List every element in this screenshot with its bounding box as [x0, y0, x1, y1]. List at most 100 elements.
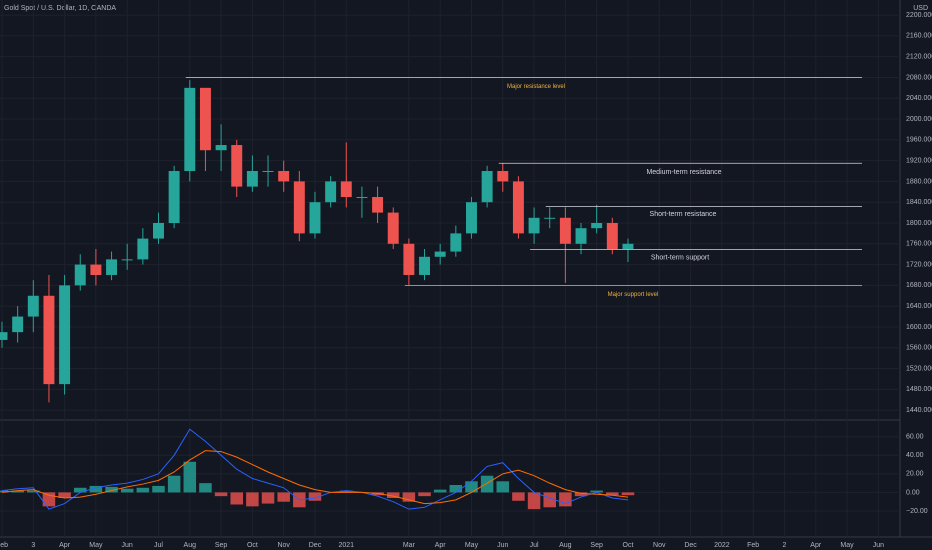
candle-body	[528, 217, 540, 234]
candle-body	[168, 171, 180, 223]
y-tick-label: 2080.000	[906, 74, 932, 81]
candle-body	[575, 228, 587, 244]
y-tick-label: 1960.000	[906, 137, 932, 144]
y-tick-label: 1840.000	[906, 199, 932, 206]
candle-body	[137, 238, 149, 260]
x-tick-label: Aug	[184, 542, 197, 549]
candle-body	[606, 222, 618, 249]
x-tick-label: Jul	[530, 542, 539, 549]
histogram-bar	[136, 487, 150, 493]
histogram-bar	[543, 492, 556, 508]
level-label: Medium-term resistance	[646, 169, 721, 176]
histogram-bar	[246, 492, 259, 507]
y-tick-label: 1480.000	[906, 386, 932, 393]
y-tick-label: 2160.000	[906, 33, 932, 40]
y-tick-label: 2040.000	[906, 95, 932, 102]
y-tick-label: 2200.000	[906, 12, 932, 19]
histogram-bar	[512, 492, 525, 501]
y-tick-label: 1520.000	[906, 365, 932, 372]
level-label: Short-term support	[651, 254, 709, 261]
histogram-bar	[433, 489, 447, 493]
histogram-bar	[277, 492, 290, 502]
x-tick-label: 2	[783, 542, 787, 549]
macd-line	[1, 428, 629, 510]
x-tick-label: Sep	[590, 542, 603, 549]
x-tick-label: May	[840, 542, 854, 549]
y-tick-label: 1640.000	[906, 303, 932, 310]
x-tick-label: Mar	[403, 542, 416, 549]
candle-body	[387, 212, 399, 244]
candle-body	[121, 259, 133, 261]
candle-body	[59, 285, 71, 385]
histogram-bar	[167, 475, 181, 493]
x-tick-label: May	[89, 542, 103, 549]
candle-body	[512, 181, 524, 234]
candle-body	[278, 171, 290, 182]
x-tick-label: May	[465, 542, 479, 549]
x-tick-label: 2022	[714, 542, 730, 549]
candle-body	[372, 197, 384, 213]
histogram-bar	[261, 492, 275, 504]
y-tick-label: 1720.000	[906, 261, 932, 268]
candle-body	[544, 217, 556, 219]
y-tick-label: 1600.000	[906, 324, 932, 331]
x-tick-label: Dec	[309, 542, 322, 549]
y-tick-label: 40.00	[906, 452, 924, 459]
x-tick-label: Nov	[277, 542, 290, 549]
histogram-bar	[152, 485, 165, 493]
x-tick-label: Nov	[653, 542, 666, 549]
y-tick-label: 0.00	[906, 489, 920, 496]
x-tick-label: Apr	[810, 542, 822, 549]
y-tick-label: 20.00	[906, 471, 924, 478]
candle-body	[246, 171, 258, 187]
y-tick-label: 1800.000	[906, 220, 932, 227]
histogram-bar	[27, 490, 40, 493]
x-tick-label: Feb	[747, 542, 759, 549]
candle-body	[325, 181, 337, 203]
currency: USD	[913, 5, 928, 12]
y-tick-label: 1680.000	[906, 282, 932, 289]
candle-body	[497, 171, 509, 182]
histogram-bar	[480, 475, 494, 493]
histogram-bar	[386, 492, 400, 498]
y-tick-label: −20.00	[906, 508, 928, 515]
candle-body	[293, 181, 305, 234]
y-tick-label: 1760.000	[906, 241, 932, 248]
histogram-bar	[449, 485, 463, 493]
y-tick-label: 2000.000	[906, 116, 932, 123]
histogram-bar	[527, 492, 541, 510]
histogram-bar	[58, 492, 71, 498]
y-tick-label: 1440.000	[906, 407, 932, 414]
candle-body	[481, 171, 493, 203]
histogram-bar	[214, 492, 228, 497]
candle-body	[74, 264, 86, 286]
candle-body	[199, 87, 211, 151]
candle-body	[27, 295, 39, 317]
histogram-bar	[183, 461, 197, 493]
candle-body	[559, 217, 571, 244]
histogram-bar	[606, 492, 619, 496]
level-label: Major support level	[608, 292, 659, 298]
histogram-bar	[199, 483, 212, 493]
histogram-bar	[559, 492, 572, 507]
candle-body	[231, 145, 243, 187]
histogram-bar	[496, 481, 510, 493]
candle-body	[465, 202, 477, 234]
level-label: Major resistance level	[507, 84, 565, 90]
y-tick-label: 1880.000	[906, 178, 932, 185]
candle-body	[622, 243, 634, 249]
candle-body	[262, 171, 274, 173]
histogram-bar	[402, 492, 416, 502]
candle-body	[0, 332, 8, 340]
histogram-bar	[105, 486, 118, 493]
x-tick-label: Oct	[247, 542, 258, 549]
candle-body	[419, 256, 431, 275]
chart-title: Gold Spot / U.S. Dollar, 1D, OANDA	[4, 5, 116, 12]
histogram-bar	[465, 481, 478, 493]
histogram-bar	[42, 492, 56, 507]
histogram-bar	[120, 488, 134, 493]
level-label: Short-term resistance	[650, 211, 717, 218]
